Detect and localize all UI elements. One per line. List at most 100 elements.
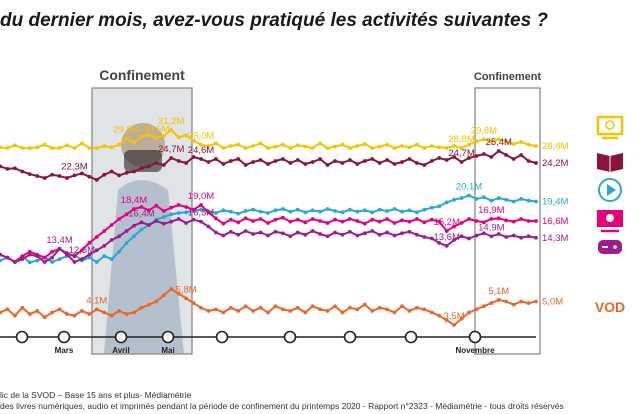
footer-source: lic de la SVOD – Base 15 ans et plus- Mé…	[0, 390, 192, 400]
data-point	[12, 313, 17, 318]
data-point	[429, 144, 434, 148]
data-point	[213, 141, 218, 146]
data-label: 24,2M	[542, 158, 568, 169]
data-label: 19,0M	[188, 191, 214, 202]
data-point	[243, 209, 248, 213]
data-point	[161, 163, 166, 167]
data-point	[65, 252, 69, 257]
data-point	[467, 217, 471, 221]
data-point	[87, 241, 92, 245]
month-marker	[468, 330, 482, 344]
data-point	[362, 142, 367, 146]
data-point	[35, 145, 40, 150]
data-point	[392, 310, 397, 315]
data-point	[184, 221, 189, 225]
data-point	[132, 169, 136, 174]
data-point	[273, 304, 278, 309]
data-point	[414, 305, 419, 310]
data-point	[496, 149, 501, 153]
data-point	[251, 144, 256, 148]
data-point	[117, 309, 122, 313]
data-point	[258, 209, 263, 214]
data-point	[273, 144, 278, 149]
data-point	[57, 307, 62, 312]
data-point	[139, 166, 144, 171]
data-point	[109, 145, 114, 150]
data-point	[504, 299, 509, 304]
data-point	[295, 230, 300, 235]
data-point	[221, 233, 226, 238]
data-point	[340, 142, 345, 147]
data-point	[154, 161, 159, 165]
data-point	[124, 212, 129, 217]
data-point	[333, 304, 337, 309]
data-point	[228, 144, 233, 148]
data-point	[27, 260, 32, 265]
data-point	[266, 233, 270, 238]
data-point	[414, 217, 419, 221]
data-point	[429, 217, 434, 222]
data-point	[400, 144, 404, 148]
data-point	[459, 196, 464, 200]
data-label: 12,5M	[69, 245, 95, 256]
data-point	[42, 260, 47, 264]
data-point	[266, 162, 270, 166]
data-point	[146, 223, 151, 227]
data-point	[474, 197, 479, 201]
data-label: 29,0M	[188, 131, 214, 142]
month-label: Mars	[55, 346, 74, 355]
data-point	[534, 235, 538, 240]
data-point	[154, 203, 159, 208]
data-point	[444, 146, 449, 150]
data-label: 16,4M	[128, 208, 154, 219]
data-point	[266, 221, 270, 225]
data-point	[370, 217, 375, 222]
data-point	[176, 291, 181, 296]
data-point	[310, 304, 315, 309]
data-point	[474, 139, 479, 144]
data-point	[213, 216, 218, 221]
data-point	[251, 207, 256, 212]
data-point	[370, 146, 375, 150]
month-marker	[114, 330, 128, 344]
data-point	[310, 217, 315, 221]
data-point	[519, 235, 524, 240]
data-point	[243, 216, 248, 221]
data-point	[288, 209, 293, 214]
data-point	[191, 155, 196, 159]
data-point	[437, 313, 442, 318]
data-point	[511, 233, 516, 238]
data-point	[347, 158, 352, 162]
data-point	[333, 144, 337, 149]
data-point	[176, 217, 181, 221]
data-point	[228, 159, 233, 163]
data-point	[355, 144, 360, 148]
data-point	[310, 146, 315, 150]
data-point	[414, 142, 419, 147]
data-point	[117, 234, 122, 239]
data-point	[444, 200, 449, 205]
data-point	[228, 217, 233, 222]
data-point	[199, 219, 203, 224]
data-point	[199, 305, 203, 310]
data-label: 24,7M	[158, 144, 184, 155]
data-point	[169, 128, 174, 132]
data-point	[258, 305, 263, 310]
data-point	[161, 134, 166, 138]
data-point	[362, 302, 367, 307]
data-point	[94, 260, 99, 264]
data-point	[407, 208, 412, 213]
data-point	[280, 157, 285, 161]
data-point	[266, 310, 270, 315]
data-point	[57, 257, 62, 261]
data-label: 16,5M	[188, 208, 214, 219]
data-point	[303, 232, 308, 237]
data-point	[392, 162, 397, 166]
data-point	[213, 307, 218, 312]
data-point	[243, 146, 248, 150]
data-point	[213, 211, 218, 215]
data-point	[467, 310, 471, 315]
data-point	[27, 146, 32, 150]
data-point	[303, 144, 308, 149]
data-point	[437, 145, 442, 150]
